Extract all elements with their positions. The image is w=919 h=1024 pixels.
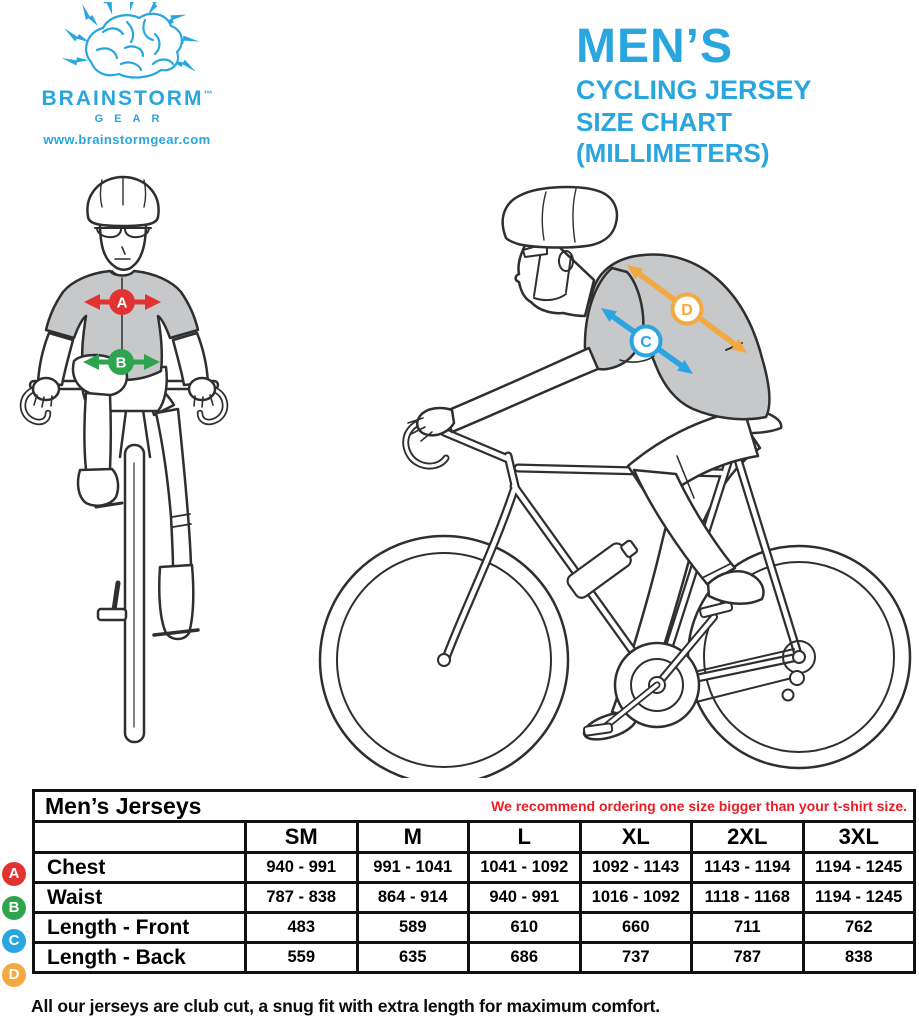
size-column-header: M — [355, 820, 470, 854]
front-wheel — [123, 443, 146, 744]
trademark-symbol: ™ — [203, 89, 213, 99]
row-label: Length - Back — [32, 941, 247, 974]
size-column-header: XL — [578, 820, 693, 854]
measurement-row: Length - Front 483 589 610 660 711 762 — [32, 911, 916, 944]
size-column-header: 2XL — [690, 820, 805, 854]
size-value-cell: 711 — [690, 911, 805, 944]
side-helmet-icon — [501, 185, 619, 249]
size-value-cell: 1194 - 1245 — [801, 851, 916, 884]
side-face — [514, 238, 596, 318]
size-value-cell: 940 - 991 — [467, 881, 582, 914]
size-value-cell: 559 — [244, 941, 359, 974]
size-value-cell: 610 — [467, 911, 582, 944]
brain-logo-icon — [61, 0, 200, 79]
brain-outline — [85, 12, 183, 79]
brand-logo: BRAINSTORM™ GEAR www.brainstormgear.com — [22, 0, 232, 150]
row-label: Waist — [32, 881, 247, 914]
size-value-cell: 483 — [244, 911, 359, 944]
size-value-cell: 991 - 1041 — [355, 851, 470, 884]
size-value-cell: 737 — [578, 941, 693, 974]
title-line3: SIZE CHART (MILLIMETERS) — [576, 106, 770, 168]
measure-badge-a: A — [2, 862, 26, 886]
table-title: Men’s Jerseys — [32, 789, 246, 823]
size-value-cell: 787 — [690, 941, 805, 974]
label-c: C — [640, 334, 652, 351]
brand-sub: GEAR — [94, 113, 171, 125]
row-label: Length - Front — [32, 911, 247, 944]
size-value-cell: 864 - 914 — [355, 881, 470, 914]
measurement-row: Length - Back 559 635 686 737 787 838 — [32, 941, 916, 974]
size-value-cell: 762 — [801, 911, 916, 944]
brand-url[interactable]: www.brainstormgear.com — [43, 132, 211, 147]
jersey-seam — [619, 355, 655, 363]
size-value-cell: 1016 - 1092 — [578, 881, 693, 914]
row-label: Chest — [32, 851, 247, 884]
page-title: MEN’S CYCLING JERSEY SIZE CHART (MILLIME… — [576, 20, 918, 169]
label-b: B — [116, 355, 127, 372]
size-value-cell: 589 — [355, 911, 470, 944]
measure-badge-b: B — [2, 895, 26, 920]
size-value-cell: 787 - 838 — [244, 881, 359, 914]
table-note: We recommend ordering one size bigger th… — [245, 789, 916, 823]
size-value-cell: 1118 - 1168 — [690, 881, 805, 914]
collar — [111, 270, 135, 277]
length-back-arrow: D — [627, 265, 747, 353]
size-value-cell: 838 — [801, 941, 916, 974]
measure-badge-d: D — [2, 962, 26, 987]
side-head — [501, 185, 619, 318]
blank-header-cell — [32, 820, 247, 854]
size-column-header: SM — [244, 820, 359, 854]
front-crank-pedal — [96, 580, 128, 622]
sunglasses-icon — [94, 227, 152, 239]
near-leg — [626, 408, 765, 605]
front-right-leg — [140, 375, 200, 641]
measurement-row: Waist 787 - 838 864 - 914 940 - 991 1016 - 1… — [32, 881, 916, 914]
footer-note: All our jerseys are club cut, a snug fit… — [31, 996, 660, 1016]
chest-arrow: A — [84, 289, 161, 315]
size-column-header: 3XL — [801, 820, 916, 854]
side-jersey — [583, 253, 771, 421]
title-line1: MEN’S — [576, 20, 734, 73]
label-a: A — [117, 295, 128, 312]
measure-badge-c: C — [2, 929, 26, 953]
side-view-figure: D C — [318, 185, 912, 778]
length-front-arrow: C — [601, 308, 693, 374]
size-value-cell: 660 — [578, 911, 693, 944]
size-value-cell: 686 — [467, 941, 582, 974]
table-body: Chest 940 - 991 991 - 1041 1041 - 1092 1092 … — [32, 851, 916, 974]
front-view-figure: A B — [19, 175, 229, 744]
size-column-header: L — [467, 820, 582, 854]
size-value-cell: 1041 - 1092 — [467, 851, 582, 884]
brand-name: BRAINSTORM™ — [41, 87, 213, 110]
size-value-cell: 635 — [355, 941, 470, 974]
side-arm — [407, 346, 600, 442]
label-d: D — [681, 302, 693, 319]
size-value-cell: 1092 - 1143 — [578, 851, 693, 884]
table-title-row: Men’s Jerseys We recommend ordering one … — [32, 789, 916, 823]
size-value-cell: 1143 - 1194 — [690, 851, 805, 884]
drivetrain — [437, 600, 816, 737]
water-bottle — [566, 539, 639, 599]
size-value-cell: 940 - 991 — [244, 851, 359, 884]
front-arms — [31, 331, 217, 408]
measurement-row: Chest 940 - 991 991 - 1041 1041 - 1092 1092 … — [32, 851, 916, 884]
size-table: Men’s Jerseys We recommend ordering one … — [32, 789, 916, 974]
face — [98, 221, 148, 271]
front-head — [86, 175, 160, 277]
table-size-header-row: SM M L XL 2XL 3XL — [32, 820, 916, 854]
waist-arrow: B — [83, 349, 160, 375]
size-value-cell: 1194 - 1245 — [801, 881, 916, 914]
front-left-leg — [71, 353, 129, 509]
title-line2: CYCLING JERSEY — [576, 75, 812, 106]
